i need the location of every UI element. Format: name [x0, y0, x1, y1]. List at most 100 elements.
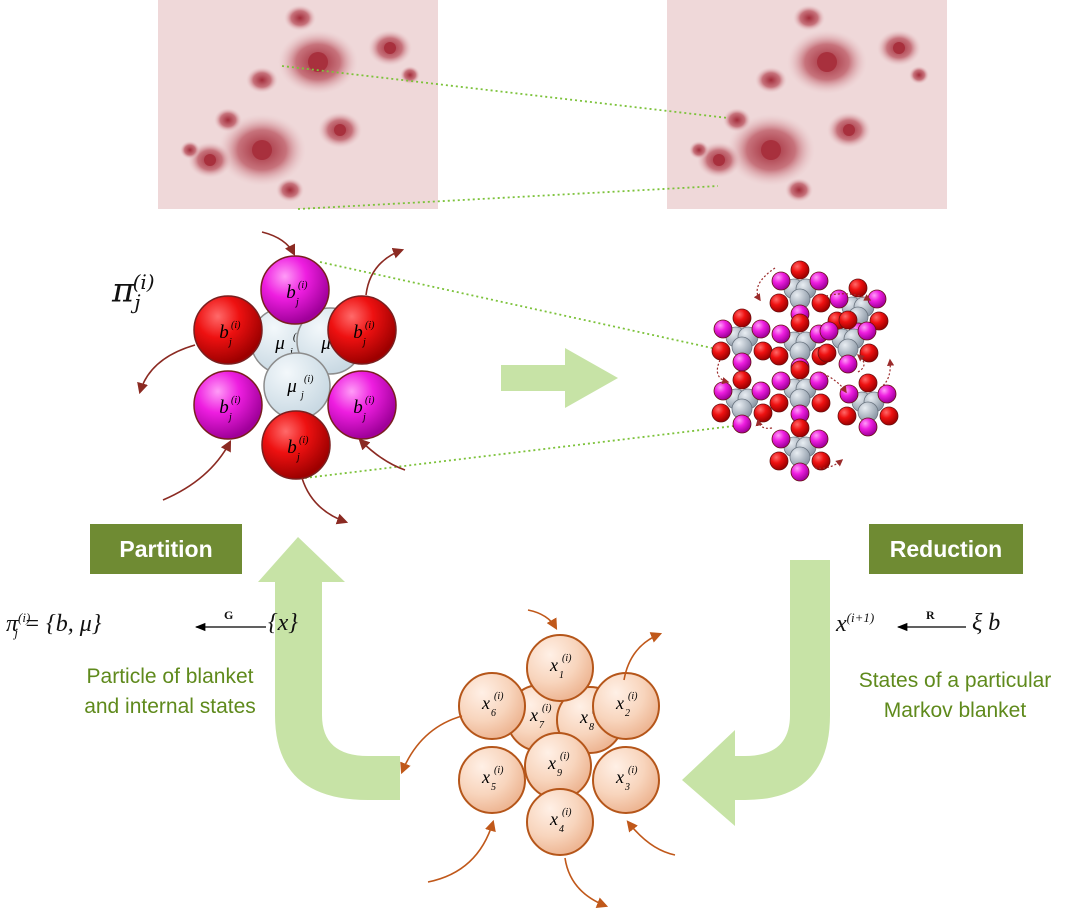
state-sup: (i)	[562, 807, 572, 818]
mini-particle	[769, 360, 831, 424]
svg-text:b: b	[219, 397, 229, 418]
reduction-caption-line2: Markov blanket	[883, 699, 1027, 722]
reduction-formula-lhs: x(i+1)	[836, 610, 875, 637]
partition-source: {x}	[268, 610, 298, 636]
state-sup: (i)	[494, 765, 504, 776]
svg-text:μ: μ	[286, 376, 297, 397]
blanket-state: b (i) j	[261, 410, 331, 480]
state-node: x (i) 3	[592, 746, 660, 814]
reduced-flows	[716, 267, 895, 469]
state-sub: 5	[491, 782, 496, 793]
svg-text:j: j	[294, 297, 299, 308]
reduction-formula-rhs: ξ b	[972, 610, 1001, 636]
state-label: x	[481, 693, 490, 713]
state-label: x	[549, 809, 558, 829]
state-node: x (i) 9	[524, 732, 592, 800]
svg-text:(i): (i)	[298, 280, 308, 291]
svg-text:μ: μ	[320, 333, 331, 354]
state-sup: (i)	[562, 653, 572, 664]
reduction-caption-line1: States of a particular	[858, 669, 1052, 692]
svg-text:(i): (i)	[231, 395, 241, 406]
operator-G: G	[224, 608, 234, 622]
state-sub: 7	[539, 720, 545, 731]
state-sup: (i)	[628, 691, 638, 702]
state-node: x (i) 2	[592, 672, 660, 740]
svg-text:j: j	[288, 347, 293, 358]
state-sub: 6	[491, 708, 496, 719]
state-label: x	[579, 707, 588, 727]
state-sub: 3	[624, 782, 630, 793]
state-sub: 9	[557, 768, 562, 779]
mini-particle	[711, 370, 773, 434]
svg-text:b: b	[353, 322, 363, 343]
state-node: x (i) 6	[458, 672, 526, 740]
svg-text:(i): (i)	[365, 320, 375, 331]
states-cluster: x(i)7x(i)8x(i)9x(i)1x(i)2x(i)3x(i)4x(i)5…	[458, 634, 660, 856]
state-flows	[400, 609, 676, 908]
internal-state: μ (i) j	[263, 352, 331, 420]
svg-text:b: b	[353, 397, 363, 418]
partition-caption-line1: Particle of blanket	[86, 665, 254, 688]
svg-text:j: j	[227, 337, 232, 348]
mini-particle	[769, 418, 831, 482]
forward-arrow	[501, 348, 618, 408]
state-label: x	[615, 693, 624, 713]
state-sup: (i)	[494, 691, 504, 702]
svg-text:(i): (i)	[299, 435, 309, 446]
reduction-label: Reduction	[869, 524, 1023, 574]
zoom-connectors	[281, 65, 743, 479]
mini-particle	[769, 313, 831, 377]
state-node: x (i) 5	[458, 746, 526, 814]
state-label: x	[549, 655, 558, 675]
fractal-panel-right	[667, 0, 947, 209]
blanket-state: b (i) j	[193, 370, 263, 440]
state-sup: (i)	[628, 765, 638, 776]
svg-text:b: b	[219, 322, 229, 343]
partition-caption: Particle of blanket and internal states	[40, 662, 300, 722]
svg-text:j: j	[361, 337, 366, 348]
blanket-state: b (i) j	[260, 255, 330, 325]
svg-text:(i): (i)	[231, 320, 241, 331]
state-sup: (i)	[542, 703, 552, 714]
state-label: x	[615, 767, 624, 787]
svg-text:j: j	[299, 390, 304, 401]
state-label: x	[481, 767, 490, 787]
state-node: x (i) 4	[526, 788, 594, 856]
state-node: x (i) 1	[526, 634, 594, 702]
particle-symbol: πj(i)	[112, 270, 155, 315]
partition-arrow	[258, 537, 400, 800]
partition-label: Partition	[90, 524, 242, 574]
svg-text:μ: μ	[274, 333, 285, 354]
svg-text:b: b	[287, 437, 297, 458]
particle-flows	[137, 231, 406, 525]
operator-R: R	[926, 608, 935, 622]
state-sub: 1	[559, 670, 564, 681]
partition-caption-line2: and internal states	[84, 695, 256, 718]
svg-text:(i): (i)	[304, 374, 314, 385]
mini-particle	[817, 310, 879, 374]
state-label: x	[529, 705, 538, 725]
reduction-arrow	[682, 560, 830, 826]
particle-cluster: μ (i) j μ μ (i) j b (i) j b (i) j b	[137, 231, 406, 525]
state-label: x	[547, 753, 556, 773]
reduction-caption: States of a particular Markov blanket	[822, 666, 1088, 726]
fractal-panel-left	[158, 0, 438, 209]
svg-text:b: b	[286, 282, 296, 303]
state-sub: 4	[559, 824, 564, 835]
blanket-state: b (i) j	[327, 370, 397, 440]
mini-particle	[769, 260, 831, 324]
blanket-state: b (i) j	[193, 295, 263, 365]
svg-text:j: j	[361, 412, 366, 423]
flow-arrows	[258, 348, 830, 826]
svg-text:(i): (i)	[365, 395, 375, 406]
svg-text:j: j	[227, 412, 232, 423]
partition-formula: π(i)j = {b, μ}	[6, 610, 102, 640]
reduced-cluster	[711, 260, 899, 482]
mini-particle	[711, 308, 773, 372]
svg-text:j: j	[295, 452, 300, 463]
state-sub: 2	[625, 708, 630, 719]
state-sup: (i)	[560, 751, 570, 762]
blanket-state: b (i) j	[327, 295, 397, 365]
